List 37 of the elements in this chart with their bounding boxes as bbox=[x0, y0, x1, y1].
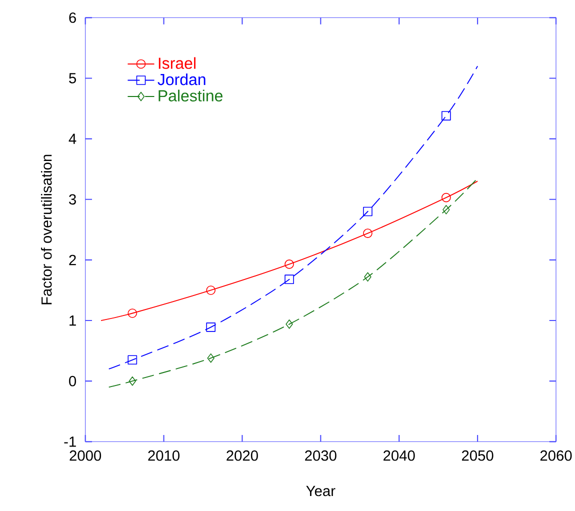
y-tick-label: 3 bbox=[69, 194, 76, 205]
y-tick-label: 2 bbox=[69, 254, 76, 266]
point bbox=[284, 260, 294, 269]
x-tick-label: 2000 bbox=[70, 450, 102, 461]
point bbox=[128, 355, 138, 365]
x-tick-label: 2060 bbox=[540, 450, 572, 461]
point bbox=[206, 322, 216, 332]
x-tick-label: 2050 bbox=[462, 450, 494, 461]
legend-label: Israel bbox=[158, 57, 196, 69]
y-tick-label: 5 bbox=[69, 73, 76, 84]
point bbox=[364, 272, 372, 282]
y-axis-title: Factor of overutilisation bbox=[40, 154, 52, 304]
y-tick-label: 1 bbox=[70, 315, 76, 326]
point bbox=[128, 376, 136, 386]
point bbox=[128, 308, 138, 318]
legend-label: Jordan bbox=[158, 73, 206, 86]
x-tick-label: 2030 bbox=[305, 450, 336, 461]
line-series bbox=[100, 180, 478, 321]
y-tick-label: -1 bbox=[64, 436, 76, 447]
point bbox=[442, 111, 451, 120]
point bbox=[363, 206, 372, 216]
line-series bbox=[108, 178, 478, 388]
legend-label: Palestine bbox=[158, 90, 222, 102]
y-tick-label: 0 bbox=[69, 376, 76, 386]
point bbox=[442, 205, 450, 214]
y-tick-label: 6 bbox=[69, 12, 76, 23]
x-tick-label: 2010 bbox=[148, 450, 180, 461]
point bbox=[284, 274, 294, 284]
y-tick-label: 4 bbox=[68, 134, 76, 144]
x-tick-label: 2040 bbox=[384, 450, 415, 461]
point bbox=[363, 228, 372, 238]
x-axis-title: Year bbox=[306, 486, 336, 496]
x-tick-label: 2020 bbox=[226, 450, 258, 461]
point bbox=[442, 192, 451, 202]
point bbox=[206, 286, 216, 295]
point bbox=[207, 353, 214, 363]
point bbox=[286, 319, 293, 329]
